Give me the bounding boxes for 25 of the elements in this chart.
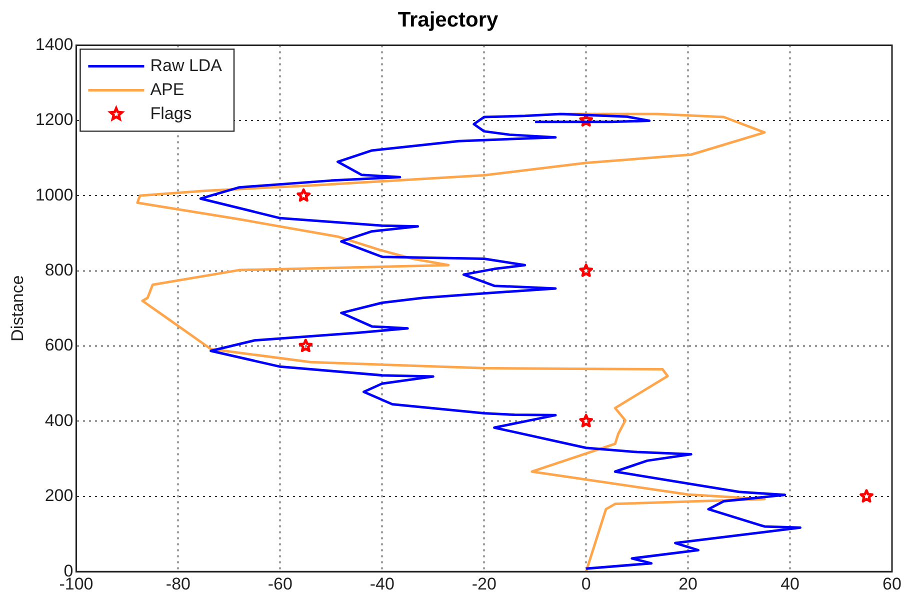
- legend-label: Flags: [150, 104, 192, 123]
- x-tick-label: 0: [581, 574, 591, 594]
- y-tick-label: 1400: [35, 34, 74, 54]
- x-tick-label: -60: [268, 574, 292, 594]
- point: [579, 264, 594, 277]
- point: [860, 489, 874, 503]
- x-tick-label: 60: [882, 574, 902, 594]
- legend-label: Raw LDA: [150, 56, 223, 75]
- x-tick-label: -40: [370, 574, 394, 594]
- legend-label: APE: [150, 80, 184, 99]
- x-tick-label: 20: [678, 574, 698, 594]
- y-tick-label: 800: [44, 260, 74, 280]
- point: [579, 414, 594, 428]
- point: [296, 188, 311, 202]
- y-tick-label: 400: [44, 410, 74, 430]
- x-tick-label: -80: [166, 574, 190, 594]
- y-tick-label: 1200: [35, 110, 74, 130]
- y-tick-label: 600: [44, 336, 74, 355]
- y-tick-label: 200: [44, 486, 74, 506]
- point: [298, 338, 313, 352]
- x-tick-label: -20: [472, 574, 496, 594]
- chart-title: Trajectory: [398, 8, 499, 32]
- y-axis-title: Distance: [8, 275, 27, 342]
- y-tick-label: 1000: [35, 185, 74, 204]
- x-tick-label: 40: [780, 574, 800, 594]
